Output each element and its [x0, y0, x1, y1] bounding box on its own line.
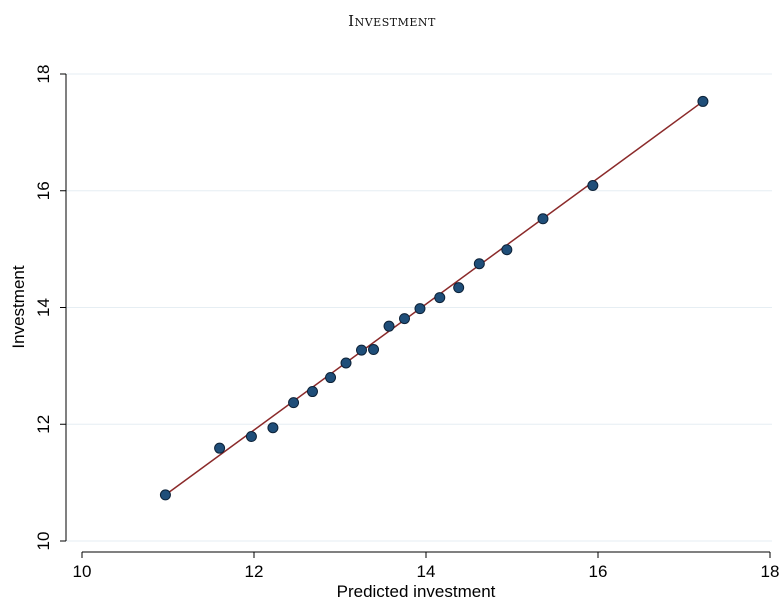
data-point [325, 372, 337, 384]
data-point [288, 397, 300, 409]
x-axis-title: Predicted investment [337, 582, 496, 601]
fit-line [164, 100, 704, 496]
data-point [473, 258, 485, 270]
data-point [159, 489, 171, 501]
data-point [340, 357, 352, 369]
data-point [697, 95, 709, 107]
x-tick-label: 10 [73, 562, 92, 581]
y-tick-label: 16 [34, 181, 53, 200]
x-tick-label: 16 [589, 562, 608, 581]
data-point [537, 213, 549, 225]
data-point [214, 442, 226, 454]
points-layer [159, 95, 709, 501]
axes: 10 12 14 16 18 10 12 14 16 18 [34, 65, 779, 581]
data-point [368, 344, 380, 356]
data-point [356, 344, 367, 356]
y-tick-label: 10 [34, 532, 53, 551]
data-point [383, 320, 395, 332]
data-point [501, 244, 513, 256]
x-tick-label: 12 [245, 562, 264, 581]
x-tick-label: 14 [417, 562, 436, 581]
data-point [306, 386, 318, 398]
data-point [245, 431, 257, 443]
data-point [399, 313, 410, 325]
y-tick-label: 14 [34, 298, 53, 317]
fit-line-layer [164, 100, 704, 496]
data-point [434, 292, 446, 304]
chart-title: Investment [348, 12, 436, 30]
data-point [414, 303, 426, 315]
x-tick-label: 18 [761, 562, 780, 581]
data-point [267, 422, 279, 434]
y-axis-title: Investment [9, 265, 28, 348]
data-point [453, 282, 465, 294]
data-point [587, 179, 599, 191]
y-tick-label: 12 [34, 415, 53, 434]
y-tick-label: 18 [34, 65, 53, 84]
